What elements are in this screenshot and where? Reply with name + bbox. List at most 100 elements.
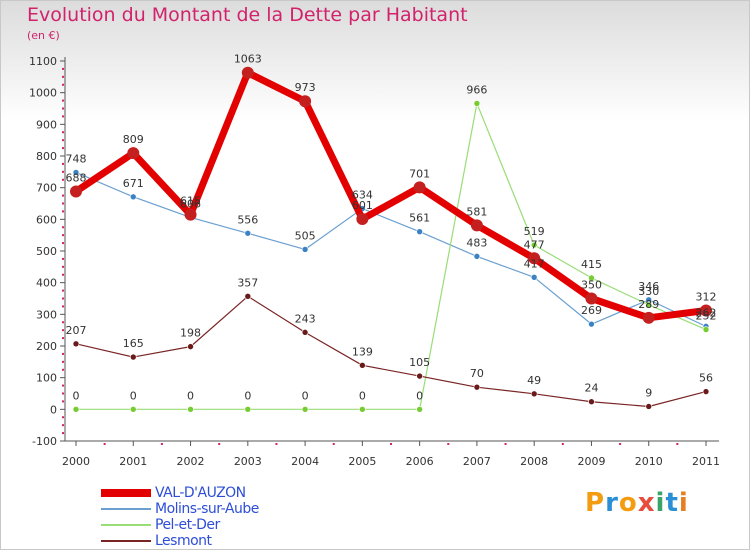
series-line: [75, 171, 707, 327]
x-tick-label: 2006: [406, 455, 434, 468]
data-label: 0: [416, 389, 423, 402]
y-minor-tick: [62, 329, 64, 332]
data-label: 415: [581, 258, 602, 271]
data-label: 634: [352, 189, 373, 202]
data-label: 269: [581, 304, 602, 317]
data-label: 505: [295, 229, 316, 242]
y-minor-tick: [62, 178, 64, 181]
data-label: 671: [123, 177, 144, 190]
legend-label: Pel-et-Der: [155, 517, 220, 533]
data-label: 1063: [234, 53, 262, 66]
y-minor-tick: [62, 83, 64, 86]
data-point: [702, 326, 710, 333]
data-point: [129, 193, 137, 201]
data-point: [241, 66, 254, 79]
x-tick-label: 2000: [62, 455, 90, 468]
data-label: 561: [409, 212, 430, 225]
data-label: 581: [466, 205, 487, 218]
data-point: [645, 403, 653, 410]
y-minor-tick: [62, 75, 64, 78]
data-label: 252: [696, 310, 717, 323]
data-point: [470, 219, 483, 232]
logo-letter: i: [655, 488, 666, 518]
x-minor-tick: [619, 443, 622, 445]
y-minor-tick: [62, 99, 64, 102]
y-minor-tick: [62, 273, 64, 276]
x-tick-label: 2007: [463, 455, 491, 468]
x-tick-label: 2008: [520, 455, 548, 468]
y-tick-label: 300: [36, 308, 57, 321]
data-label: 556: [237, 213, 258, 226]
data-label: 207: [66, 324, 87, 337]
data-label: 0: [73, 389, 80, 402]
data-point: [588, 398, 595, 406]
data-point: [72, 406, 80, 413]
data-point: [129, 406, 137, 413]
x-tick-label: 2009: [577, 455, 605, 468]
data-label: 606: [180, 197, 201, 210]
y-minor-tick: [62, 67, 64, 70]
data-point: [244, 406, 252, 413]
legend: VAL-D'AUZON Molins-sur-Aube Pel-et-Der L…: [101, 485, 259, 549]
y-minor-tick: [62, 226, 64, 229]
data-label: 973: [295, 81, 316, 94]
x-tick-label: 2002: [177, 455, 205, 468]
data-label: 966: [466, 83, 487, 96]
y-tick-label: 400: [36, 277, 57, 290]
logo-letter: r: [605, 488, 619, 518]
data-point: [184, 208, 197, 221]
y-minor-tick: [62, 202, 64, 205]
y-tick-label: 700: [36, 182, 57, 195]
y-tick-label: -100: [32, 435, 57, 448]
y-minor-tick: [62, 432, 64, 435]
x-tick-label: 2010: [635, 455, 663, 468]
data-label: 809: [123, 133, 144, 146]
y-tick-label: 600: [36, 213, 57, 226]
data-label: 0: [130, 389, 137, 402]
x-tick-label: 2004: [291, 455, 319, 468]
data-point: [301, 246, 309, 253]
legend-label: Lesmont: [155, 533, 212, 549]
logo-letter: t: [665, 488, 679, 518]
y-minor-tick: [62, 162, 64, 165]
data-label: 9: [645, 386, 652, 399]
data-point: [473, 100, 481, 107]
data-point: [301, 329, 309, 336]
legend-swatch-molins-sur-aube: [101, 508, 151, 510]
x-tick-label: 2003: [234, 455, 262, 468]
y-minor-tick: [62, 289, 64, 292]
y-minor-tick: [62, 139, 64, 142]
x-tick-label: 2005: [348, 455, 376, 468]
legend-swatch-pel-et-der: [101, 524, 151, 526]
y-minor-tick: [62, 360, 64, 363]
y-tick-label: 1100: [29, 55, 57, 68]
x-tick-label: 2011: [692, 455, 720, 468]
y-minor-tick: [62, 400, 64, 403]
data-point: [416, 372, 423, 380]
x-minor-tick: [561, 443, 564, 445]
data-label: 139: [352, 345, 373, 358]
y-minor-tick: [62, 392, 64, 395]
data-label: 688: [66, 171, 87, 184]
data-label: 0: [244, 389, 251, 402]
data-point: [72, 169, 80, 176]
logo-letter: o: [618, 488, 638, 518]
data-point: [588, 320, 595, 328]
x-tick-label: 2001: [119, 455, 147, 468]
y-tick-label: 800: [36, 150, 57, 163]
data-label: 56: [699, 372, 713, 385]
y-minor-tick: [62, 424, 64, 427]
data-label: 0: [359, 389, 366, 402]
data-point: [473, 253, 481, 260]
data-point: [702, 388, 710, 395]
data-point: [530, 390, 538, 398]
data-point: [416, 228, 423, 235]
y-minor-tick: [62, 305, 64, 308]
data-label: 346: [638, 280, 659, 293]
data-point: [299, 95, 312, 108]
proxiti-logo[interactable]: Proxiti: [585, 488, 689, 518]
y-tick-label: 0: [50, 403, 57, 416]
x-minor-tick: [103, 443, 106, 445]
data-label: 105: [409, 356, 430, 369]
